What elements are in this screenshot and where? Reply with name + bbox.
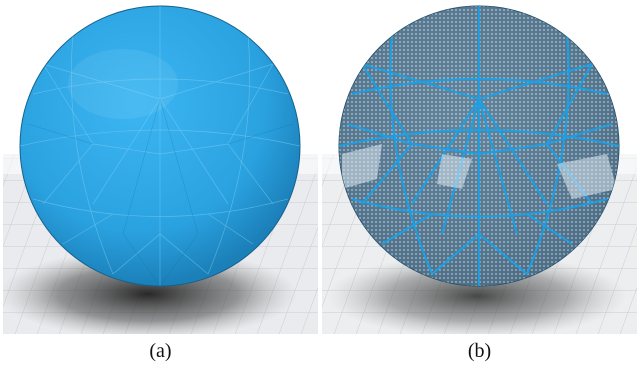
panel-b-render <box>322 5 637 334</box>
panel-a-render <box>3 5 318 334</box>
sphere-wireframe <box>338 5 620 287</box>
caption-b: (b) <box>467 340 492 362</box>
panel-a <box>3 4 318 334</box>
sphere-shadow <box>327 254 627 334</box>
caption-a: (a) <box>149 340 172 362</box>
panel-b <box>322 4 637 334</box>
sphere-solid <box>19 5 301 287</box>
